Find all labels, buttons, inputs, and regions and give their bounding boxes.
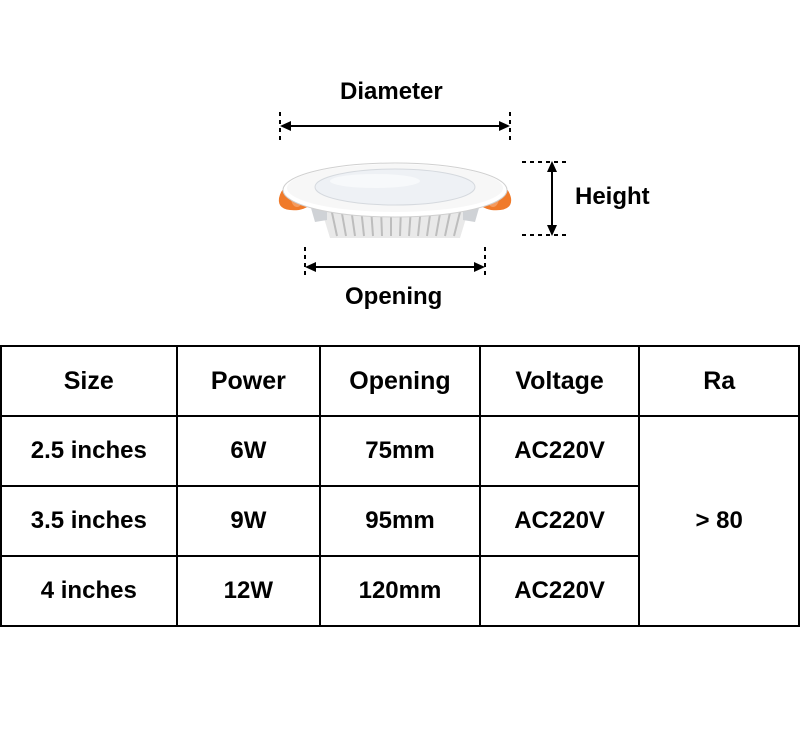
header-size: Size xyxy=(1,346,177,416)
header-power: Power xyxy=(177,346,321,416)
diameter-label: Diameter xyxy=(340,78,443,106)
diameter-arrow xyxy=(275,112,515,140)
cell-power: 6W xyxy=(177,416,321,486)
panel-highlight xyxy=(330,174,420,188)
cell-opening: 95mm xyxy=(320,486,480,556)
cell-size: 4 inches xyxy=(1,556,177,626)
dimension-diagram: Diameter xyxy=(0,0,800,345)
cell-opening: 120mm xyxy=(320,556,480,626)
cell-opening: 75mm xyxy=(320,416,480,486)
opening-label: Opening xyxy=(345,283,442,311)
cell-power: 12W xyxy=(177,556,321,626)
opening-arrow xyxy=(300,247,490,277)
downlight-illustration xyxy=(275,150,515,245)
cell-voltage: AC220V xyxy=(480,416,640,486)
height-label: Height xyxy=(575,183,650,211)
cell-voltage: AC220V xyxy=(480,486,640,556)
header-opening: Opening xyxy=(320,346,480,416)
header-ra: Ra xyxy=(639,346,799,416)
cell-ra: > 80 xyxy=(639,416,799,626)
cell-size: 3.5 inches xyxy=(1,486,177,556)
table-row: 2.5 inches 6W 75mm AC220V > 80 xyxy=(1,416,799,486)
spec-header-row: Size Power Opening Voltage Ra xyxy=(1,346,799,416)
cell-voltage: AC220V xyxy=(480,556,640,626)
spec-table: Size Power Opening Voltage Ra 2.5 inches… xyxy=(0,345,800,627)
cell-size: 2.5 inches xyxy=(1,416,177,486)
cell-power: 9W xyxy=(177,486,321,556)
height-arrow xyxy=(522,150,567,245)
header-voltage: Voltage xyxy=(480,346,640,416)
